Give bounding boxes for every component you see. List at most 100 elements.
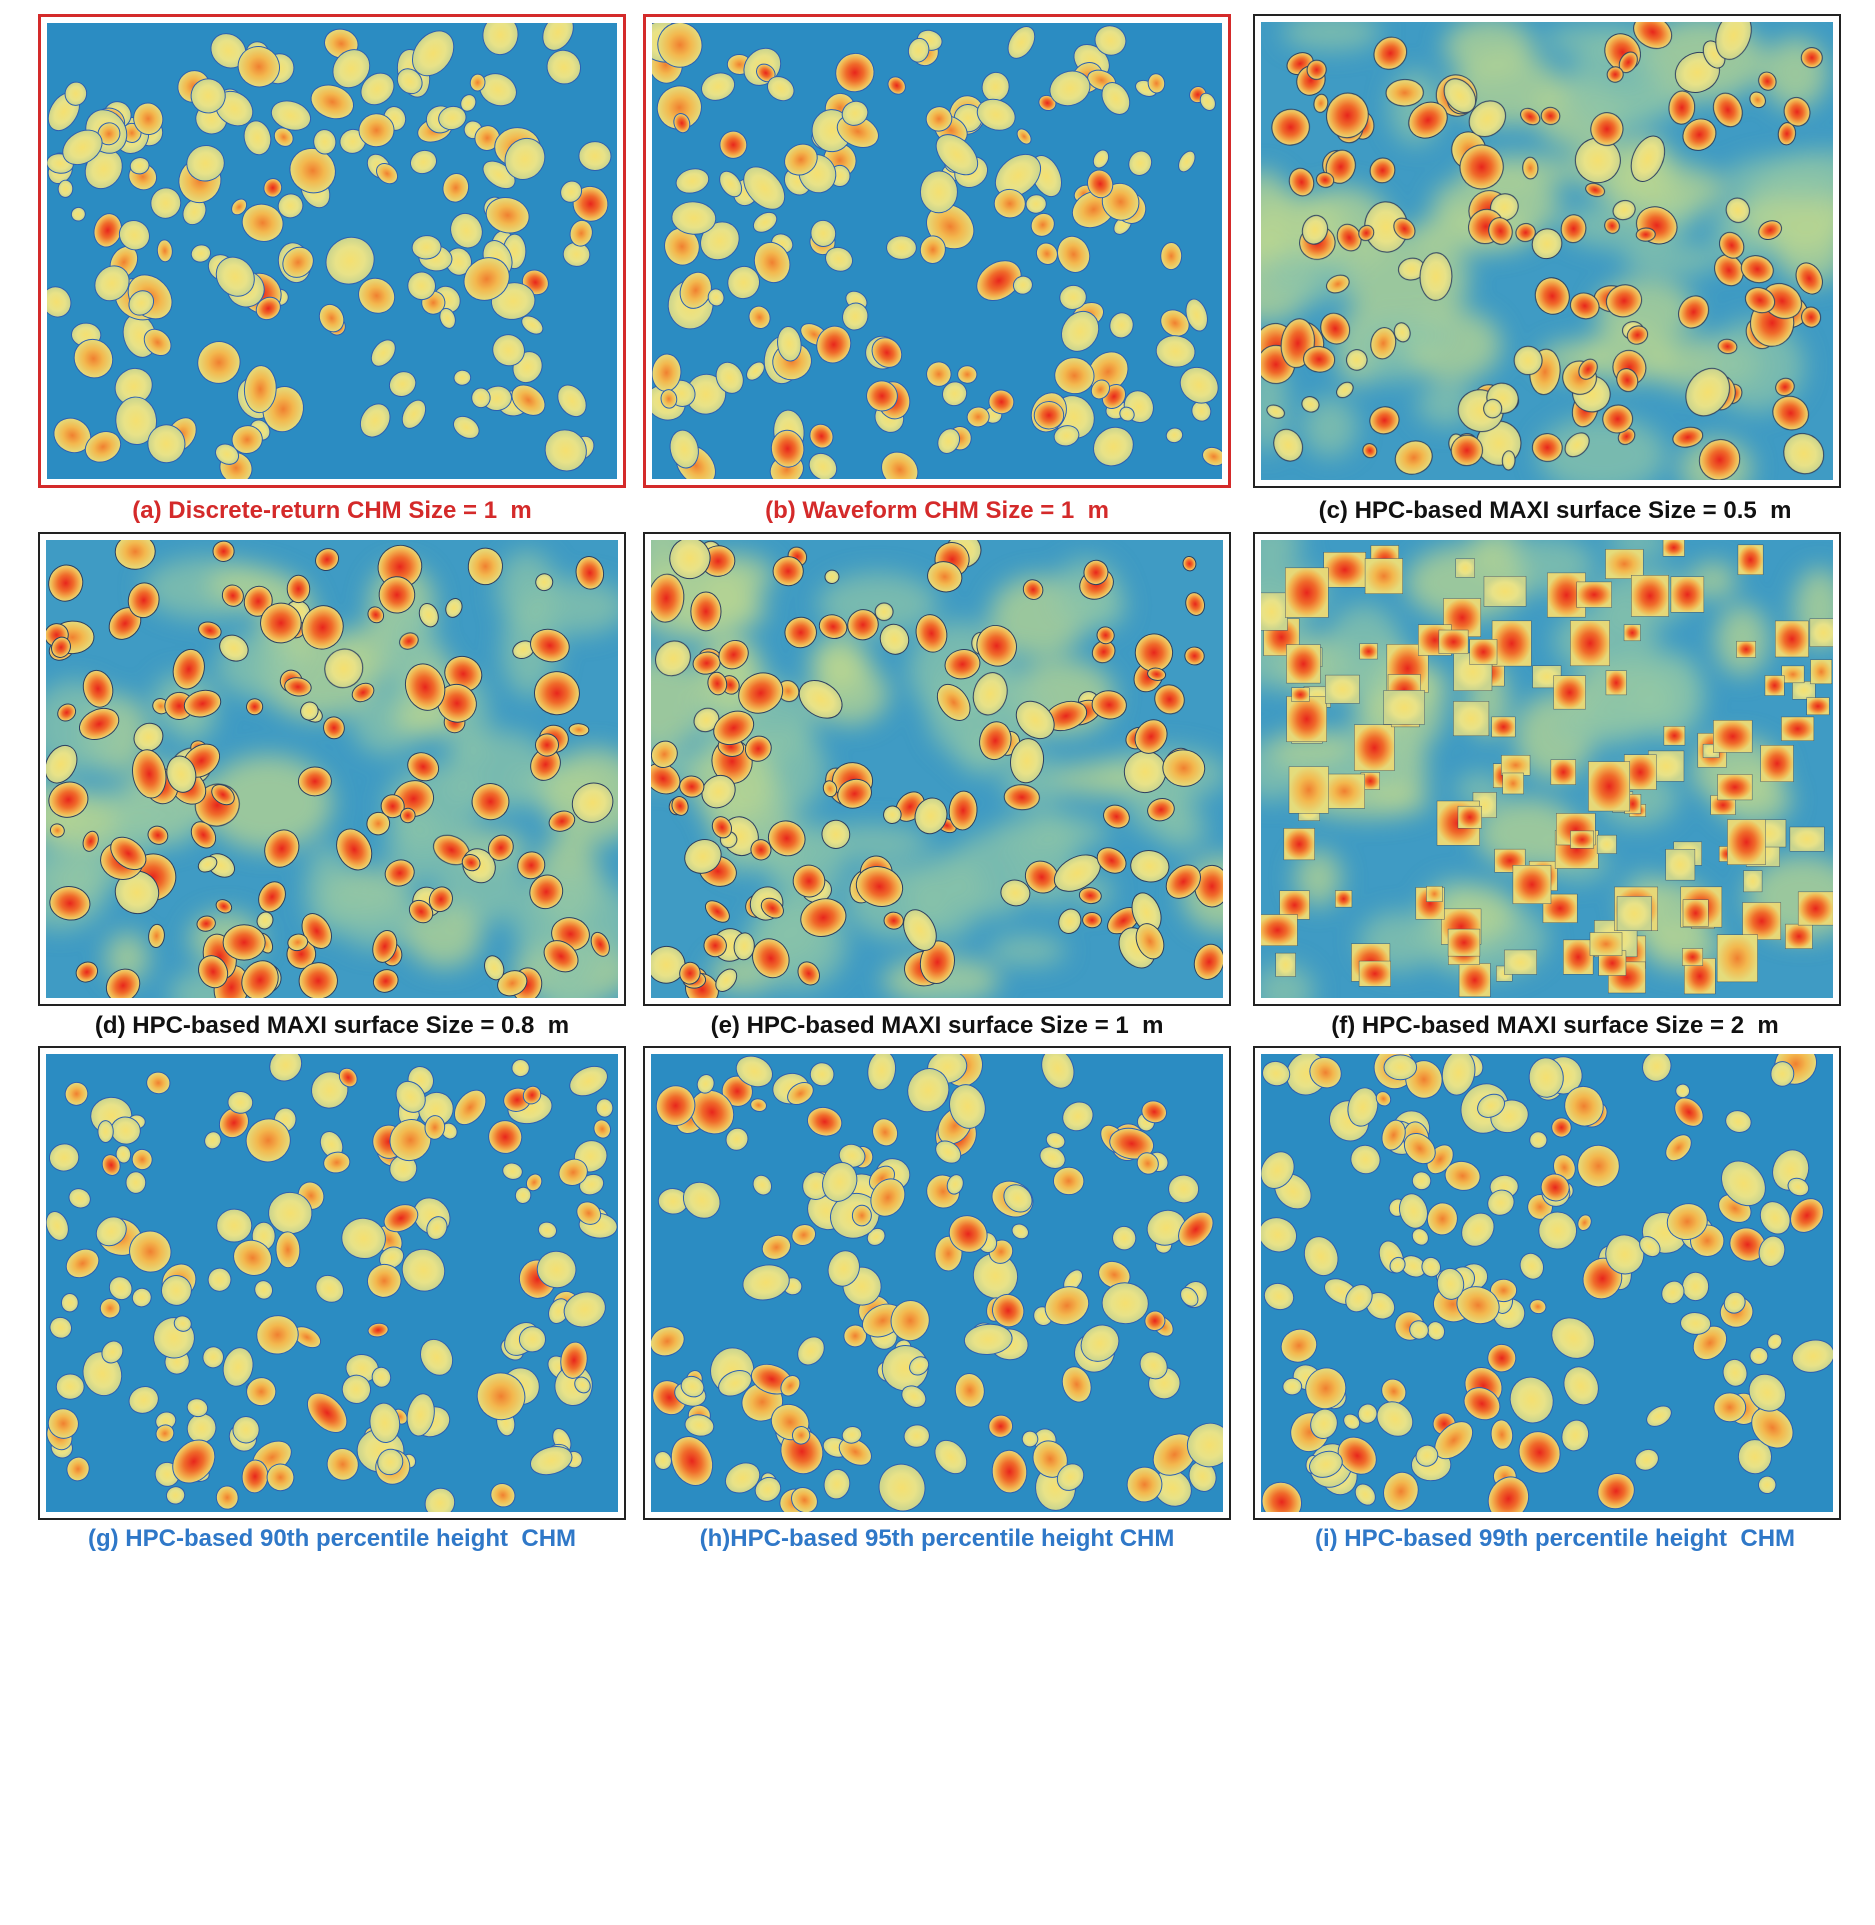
crown bbox=[1383, 1054, 1418, 1081]
crown bbox=[1577, 1144, 1620, 1188]
crown bbox=[886, 235, 917, 260]
crown bbox=[1681, 1271, 1710, 1302]
crown bbox=[521, 315, 544, 335]
crown bbox=[114, 870, 160, 915]
crown bbox=[147, 825, 169, 845]
crown bbox=[46, 744, 78, 784]
crown bbox=[1630, 135, 1666, 182]
crown bbox=[1061, 310, 1100, 352]
crown bbox=[202, 1346, 225, 1369]
crown bbox=[1502, 772, 1524, 795]
crown bbox=[725, 1127, 749, 1151]
crown bbox=[115, 396, 158, 445]
crown bbox=[65, 1248, 100, 1279]
crown bbox=[1303, 346, 1336, 373]
crown bbox=[1323, 773, 1365, 809]
crown bbox=[1682, 118, 1717, 151]
crown bbox=[286, 574, 311, 604]
crown bbox=[428, 886, 453, 913]
crown bbox=[204, 1131, 222, 1150]
crown bbox=[1147, 73, 1166, 94]
crown bbox=[1605, 284, 1643, 318]
crown bbox=[260, 602, 302, 644]
crown bbox=[114, 540, 156, 570]
crown bbox=[143, 328, 172, 357]
crown bbox=[1185, 298, 1208, 332]
crown bbox=[389, 1154, 418, 1183]
panel bbox=[643, 14, 1231, 488]
crown bbox=[1286, 644, 1321, 684]
crown bbox=[246, 698, 264, 716]
crown bbox=[772, 556, 804, 587]
crown bbox=[424, 1115, 446, 1140]
crown bbox=[791, 1486, 818, 1512]
crown bbox=[211, 784, 235, 806]
crown bbox=[1261, 914, 1298, 946]
crown bbox=[743, 166, 786, 210]
crown bbox=[660, 389, 678, 409]
crown bbox=[1090, 379, 1111, 400]
crown bbox=[1534, 277, 1570, 315]
crown bbox=[1350, 1144, 1381, 1175]
crown bbox=[197, 856, 218, 873]
texture bbox=[1724, 156, 1833, 204]
crown bbox=[1061, 1366, 1092, 1403]
crown bbox=[1569, 292, 1600, 320]
crown bbox=[1751, 1406, 1794, 1449]
crown bbox=[461, 854, 481, 872]
crown bbox=[696, 1074, 715, 1094]
crown bbox=[1141, 1100, 1168, 1124]
crown bbox=[560, 180, 583, 203]
panel bbox=[38, 14, 626, 488]
crown bbox=[1179, 366, 1219, 404]
crown bbox=[560, 1341, 588, 1379]
crown bbox=[655, 640, 691, 677]
chm-image bbox=[47, 23, 617, 479]
crown bbox=[1271, 108, 1310, 146]
crown bbox=[221, 584, 244, 607]
crown bbox=[1736, 640, 1756, 658]
crown bbox=[784, 143, 818, 176]
crown bbox=[1639, 1236, 1661, 1258]
crown bbox=[1347, 1087, 1379, 1127]
crown bbox=[874, 602, 894, 621]
crown bbox=[482, 23, 519, 56]
crown bbox=[1301, 396, 1320, 413]
crown bbox=[1662, 540, 1685, 557]
crown bbox=[1262, 1060, 1291, 1087]
crown bbox=[49, 1316, 73, 1339]
crown bbox=[976, 98, 1016, 131]
texture bbox=[1282, 22, 1381, 51]
crown bbox=[1309, 1056, 1342, 1089]
crown bbox=[1758, 71, 1777, 91]
crown bbox=[926, 361, 952, 387]
crown bbox=[1785, 923, 1813, 949]
crown bbox=[115, 1145, 132, 1164]
crown bbox=[366, 1263, 402, 1298]
crown bbox=[243, 120, 272, 156]
crown bbox=[1487, 1343, 1517, 1373]
panel bbox=[1253, 1046, 1841, 1520]
crown bbox=[1781, 665, 1805, 684]
crown bbox=[66, 1456, 90, 1482]
crown bbox=[1186, 1422, 1223, 1468]
panel bbox=[643, 1046, 1231, 1520]
crown bbox=[1665, 1134, 1692, 1162]
crown bbox=[651, 1326, 685, 1357]
crown bbox=[595, 1098, 614, 1118]
crown bbox=[994, 153, 1042, 198]
crown bbox=[400, 807, 416, 824]
crown bbox=[1717, 338, 1738, 355]
crown bbox=[1421, 1256, 1442, 1278]
crown bbox=[1058, 908, 1082, 934]
crown bbox=[1800, 47, 1823, 69]
crown bbox=[1635, 227, 1656, 242]
crown bbox=[957, 365, 978, 384]
crown bbox=[976, 624, 1017, 667]
crown bbox=[1184, 646, 1205, 666]
crown bbox=[1759, 1201, 1791, 1235]
crown bbox=[418, 1091, 454, 1127]
crown bbox=[1444, 1160, 1481, 1191]
crown bbox=[1436, 1267, 1465, 1300]
crown bbox=[851, 1204, 872, 1227]
